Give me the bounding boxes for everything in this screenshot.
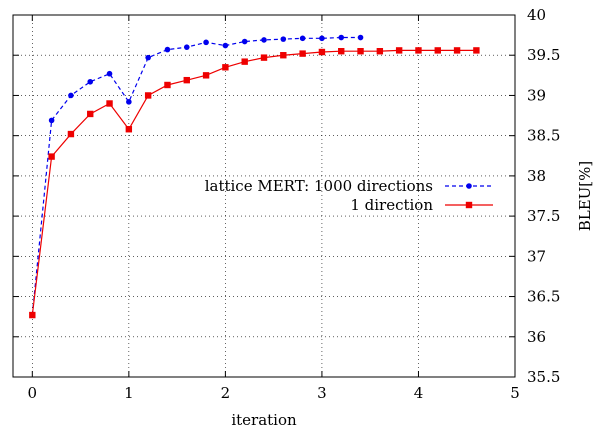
y-tick-label: 40 — [527, 6, 546, 24]
data-point-series-1 — [164, 81, 171, 89]
data-point-series-0 — [261, 37, 267, 43]
data-point-series-1 — [125, 126, 133, 133]
data-point-series-0 — [68, 92, 74, 99]
data-point-series-1 — [144, 92, 152, 99]
data-point-series-1 — [280, 52, 287, 59]
data-point-series-1 — [338, 48, 345, 55]
data-point-series-0 — [87, 78, 94, 85]
y-axis-label: BLEU[%] — [576, 161, 594, 232]
data-point-series-1 — [395, 47, 403, 54]
data-point-series-1 — [222, 64, 229, 71]
data-point-series-0 — [126, 99, 132, 105]
data-point-series-1 — [67, 130, 75, 138]
data-point-series-0 — [338, 34, 345, 41]
data-point-series-1 — [202, 72, 210, 79]
data-point-series-1 — [434, 47, 441, 54]
x-tick-label: 1 — [124, 384, 134, 402]
data-point-series-1 — [241, 58, 248, 65]
legend: lattice MERT: 1000 directions 1 directio… — [205, 177, 493, 214]
data-point-series-0 — [48, 117, 55, 124]
y-tick-label: 38.5 — [527, 127, 560, 145]
data-point-series-0 — [299, 35, 306, 42]
series-line-0 — [31, 36, 361, 316]
legend-marker-1 — [465, 201, 473, 209]
legend-label-lattice-mert: lattice MERT: 1000 directions — [205, 177, 433, 195]
data-point-series-1 — [473, 47, 480, 54]
data-point-series-1 — [183, 76, 190, 84]
x-tick-label: 0 — [28, 384, 38, 402]
data-point-series-1 — [106, 100, 113, 107]
data-point-series-1 — [357, 48, 364, 55]
y-tick-label: 36.5 — [527, 288, 560, 306]
data-point-series-1 — [299, 50, 306, 57]
data-point-series-1 — [48, 153, 55, 160]
data-point-series-0 — [241, 38, 248, 45]
legend-label-1-direction: 1 direction — [350, 196, 433, 214]
data-point-series-1 — [453, 47, 461, 54]
data-point-series-0 — [222, 42, 229, 49]
y-tick-label: 37 — [527, 247, 546, 265]
data-point-series-1 — [415, 47, 422, 54]
data-point-series-1 — [318, 48, 326, 56]
data-point-series-0 — [280, 36, 287, 42]
data-point-series-1 — [29, 311, 36, 319]
x-tick-label: 5 — [510, 384, 520, 402]
x-axis-label: iteration — [231, 411, 297, 428]
data-point-series-0 — [106, 70, 113, 77]
y-tick-label: 39.5 — [527, 46, 560, 64]
data-point-series-0 — [319, 35, 325, 42]
data-point-series-0 — [145, 54, 151, 61]
data-point-series-0 — [357, 34, 364, 41]
plot-frame — [12, 14, 516, 378]
y-tick-label: 35.5 — [527, 368, 560, 386]
series-layer — [29, 34, 480, 319]
data-point-series-0 — [164, 46, 171, 53]
x-tick-label: 4 — [414, 384, 424, 402]
data-point-series-0 — [183, 44, 190, 50]
y-tick-label: 37.5 — [527, 207, 560, 225]
x-tick-label: 3 — [317, 384, 327, 402]
y-tick-label: 39 — [527, 86, 546, 104]
data-point-series-1 — [87, 110, 94, 118]
axis-ticks: 0 1 2 3 4 5 35.5 36 36.5 37 37.5 38 38.5 39 39.5 40 — [13, 6, 560, 402]
series-line-1 — [31, 49, 477, 316]
y-tick-label: 36 — [527, 328, 546, 346]
data-point-series-1 — [260, 54, 268, 61]
data-point-series-0 — [203, 39, 209, 46]
legend-marker-0 — [466, 183, 472, 189]
y-tick-label: 38 — [527, 167, 546, 185]
grid-lines — [13, 14, 516, 378]
x-tick-label: 2 — [221, 384, 231, 402]
data-point-series-1 — [376, 48, 384, 55]
